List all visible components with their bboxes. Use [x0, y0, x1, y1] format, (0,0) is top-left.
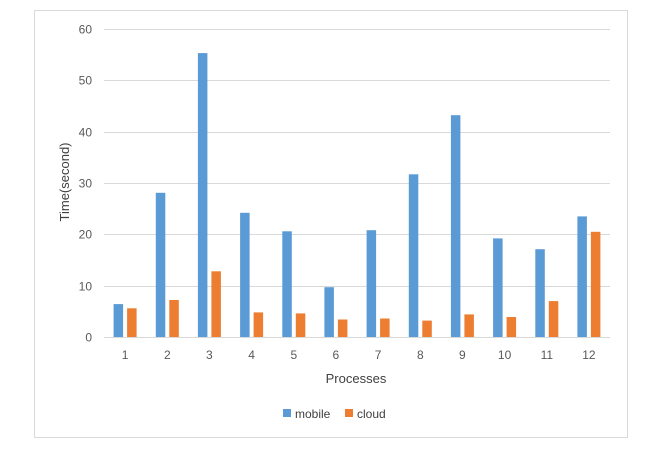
bar-mobile-6	[324, 287, 334, 337]
x-tick-label: 6	[333, 348, 340, 362]
bar-cloud-4	[253, 312, 264, 337]
bar-mobile-3	[197, 53, 208, 337]
x-tick-label: 4	[248, 348, 255, 362]
bar-cloud-1	[127, 308, 137, 337]
gridlines	[104, 29, 610, 338]
x-tick-label: 8	[417, 348, 424, 362]
x-tick-label: 5	[290, 348, 297, 362]
bar-cloud-3	[211, 271, 221, 337]
x-tick-label: 11	[541, 348, 554, 362]
bar-cloud-2	[169, 300, 179, 337]
bar-mobile-5	[282, 231, 292, 337]
bar-mobile-2	[155, 192, 166, 337]
y-tick-label: 20	[79, 228, 93, 242]
x-axis-tick-labels: 1 2 3 4 5 6 7 8 9 10 11 12	[122, 348, 596, 362]
legend-swatch-mobile	[283, 409, 291, 417]
chart-frame	[34, 10, 628, 438]
bar-cloud-12	[590, 231, 601, 337]
bar-cloud-11	[548, 301, 559, 337]
legend: mobile cloud	[283, 407, 386, 421]
bar-mobile-4	[240, 212, 250, 337]
x-tick-label: 3	[206, 348, 213, 362]
bar-mobile-8	[408, 174, 419, 337]
x-tick-label: 1	[122, 348, 129, 362]
x-tick-label: 10	[498, 348, 512, 362]
bar-mobile-11	[535, 249, 545, 337]
y-axis-tick-labels: 0 10 20 30 40 50 60	[79, 23, 93, 345]
bar-cloud-5	[295, 313, 306, 337]
x-tick-label: 9	[459, 348, 466, 362]
bar-cloud-7	[380, 318, 390, 337]
y-tick-label: 40	[79, 126, 93, 140]
x-tick-label: 12	[582, 348, 596, 362]
x-axis-title: Processes	[326, 371, 387, 386]
bar-cloud-10	[506, 317, 517, 337]
y-tick-label: 0	[85, 331, 92, 345]
bars	[113, 53, 601, 337]
y-tick-label: 10	[79, 280, 93, 294]
legend-label-cloud: cloud	[357, 407, 386, 421]
bar-cloud-8	[422, 320, 432, 337]
bar-mobile-12	[577, 216, 587, 337]
legend-label-mobile: mobile	[295, 407, 331, 421]
bar-cloud-9	[464, 314, 474, 337]
legend-swatch-cloud	[345, 409, 353, 417]
y-tick-label: 30	[79, 177, 93, 191]
bar-cloud-6	[337, 319, 348, 337]
y-tick-label: 60	[79, 23, 93, 37]
bar-mobile-10	[493, 238, 503, 337]
y-tick-label: 50	[79, 74, 93, 88]
bar-mobile-1	[113, 304, 124, 337]
x-tick-label: 7	[375, 348, 382, 362]
bar-mobile-9	[450, 115, 461, 337]
x-tick-label: 2	[164, 348, 171, 362]
bar-mobile-7	[366, 230, 377, 337]
y-axis-title: Time(second)	[57, 143, 72, 222]
